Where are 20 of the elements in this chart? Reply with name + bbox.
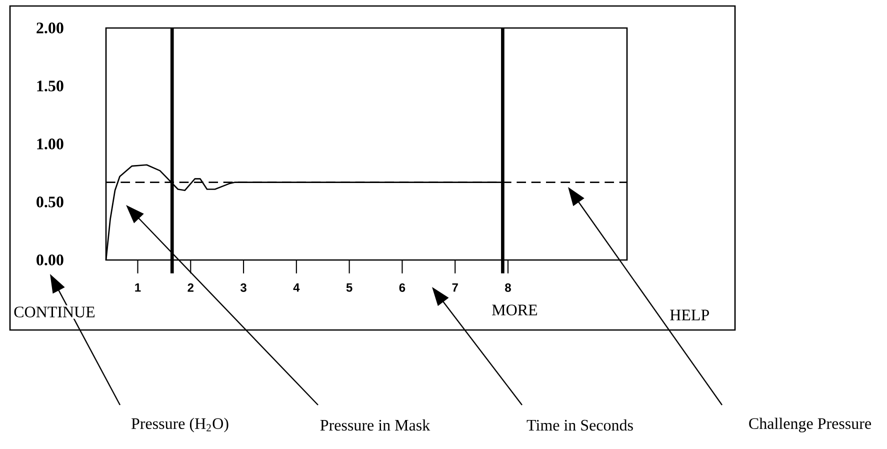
y-tick-label: 2.00: [36, 22, 64, 34]
x-tick-label: 4: [293, 283, 300, 292]
text: CONTINUE: [14, 306, 95, 318]
x-tick-label: 1: [135, 283, 141, 292]
text: HELP: [670, 310, 709, 320]
x-tick-label: 3: [240, 283, 246, 292]
text: Challenge Pressure: [749, 418, 872, 432]
text: Time in Seconds: [526, 419, 633, 431]
x-tick-label: 5: [346, 283, 352, 292]
x-tick-label: 2: [188, 283, 194, 292]
x-tick-label: 6: [399, 283, 406, 292]
y-tick-label: 1.50: [37, 80, 64, 92]
y-tick-label: 1.00: [37, 138, 64, 150]
x-tick-label: 8: [505, 283, 511, 292]
y-tick-label: 0.50: [36, 196, 64, 208]
text: Pressure in Mask: [320, 419, 430, 431]
x-tick-label: 7: [452, 283, 458, 292]
text: Pressure (H$_{2}$O): [131, 418, 228, 432]
text: MORE: [492, 304, 538, 316]
y-tick-label: 0.00: [36, 254, 64, 266]
